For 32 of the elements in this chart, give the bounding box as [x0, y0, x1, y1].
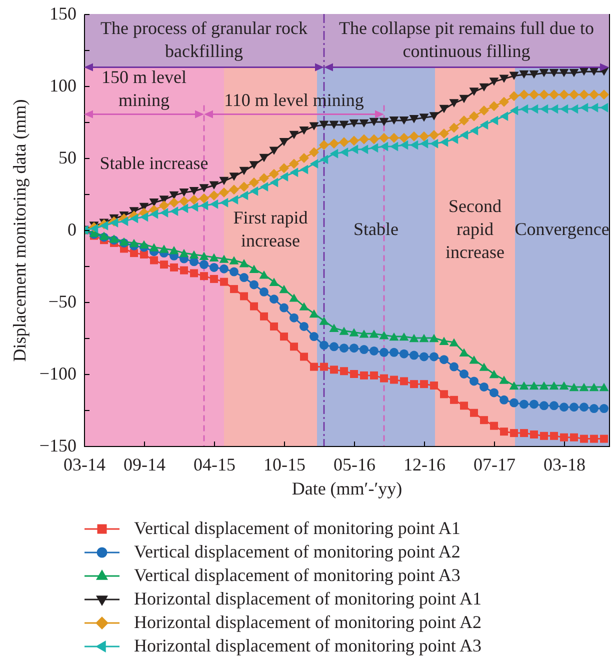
legend-label: Horizontal displacement of monitoring point A3 — [134, 636, 482, 656]
annotation: 150 m level mining — [102, 66, 186, 110]
legend-label: Vertical displacement of monitoring point A2 — [134, 542, 460, 562]
legend-label: Vertical displacement of monitoring point A1 — [134, 518, 460, 538]
annotation: 110 m level mining — [224, 90, 364, 110]
x-tick-label: 03-14 — [64, 454, 106, 474]
legend-label: Horizontal displacement of monitoring point A2 — [134, 612, 482, 632]
y-tick-label: −150 — [39, 436, 76, 456]
x-tick-label: 12-16 — [404, 454, 446, 474]
x-tick-label: 10-15 — [264, 454, 306, 474]
y-tick-label: 100 — [50, 76, 76, 96]
x-tick-label: 03-18 — [544, 454, 586, 474]
annotation: Second rapid increase — [446, 196, 504, 262]
y-tick-label: −50 — [48, 292, 76, 312]
y-tick-label: −100 — [39, 364, 76, 384]
y-tick-label: 0 — [68, 220, 76, 240]
x-tick-label: 09-14 — [124, 454, 166, 474]
annotation: First rapid increase — [233, 208, 308, 250]
x-tick-label: 07-17 — [474, 454, 516, 474]
annotation: Stable increase — [100, 152, 208, 173]
x-axis-title: Date (mm′-′yy) — [292, 478, 402, 498]
y-tick-label: 50 — [58, 148, 76, 168]
legend-label: Vertical displacement of monitoring point A3 — [134, 565, 460, 585]
annotation: Convergence — [514, 219, 610, 239]
y-axis-title: Displacement monitoring data (mm) — [9, 99, 30, 362]
y-tick-label: 150 — [50, 4, 76, 24]
annotation: Stable — [354, 219, 398, 239]
annotation: The process of granular rock backfilling — [100, 18, 308, 62]
legend-label: Horizontal displacement of monitoring point A1 — [134, 588, 482, 608]
annotation: The collapse pit remains full due to continuous filling — [339, 18, 594, 62]
x-tick-label: 05-16 — [334, 454, 376, 474]
x-tick-label: 04-15 — [194, 454, 236, 474]
